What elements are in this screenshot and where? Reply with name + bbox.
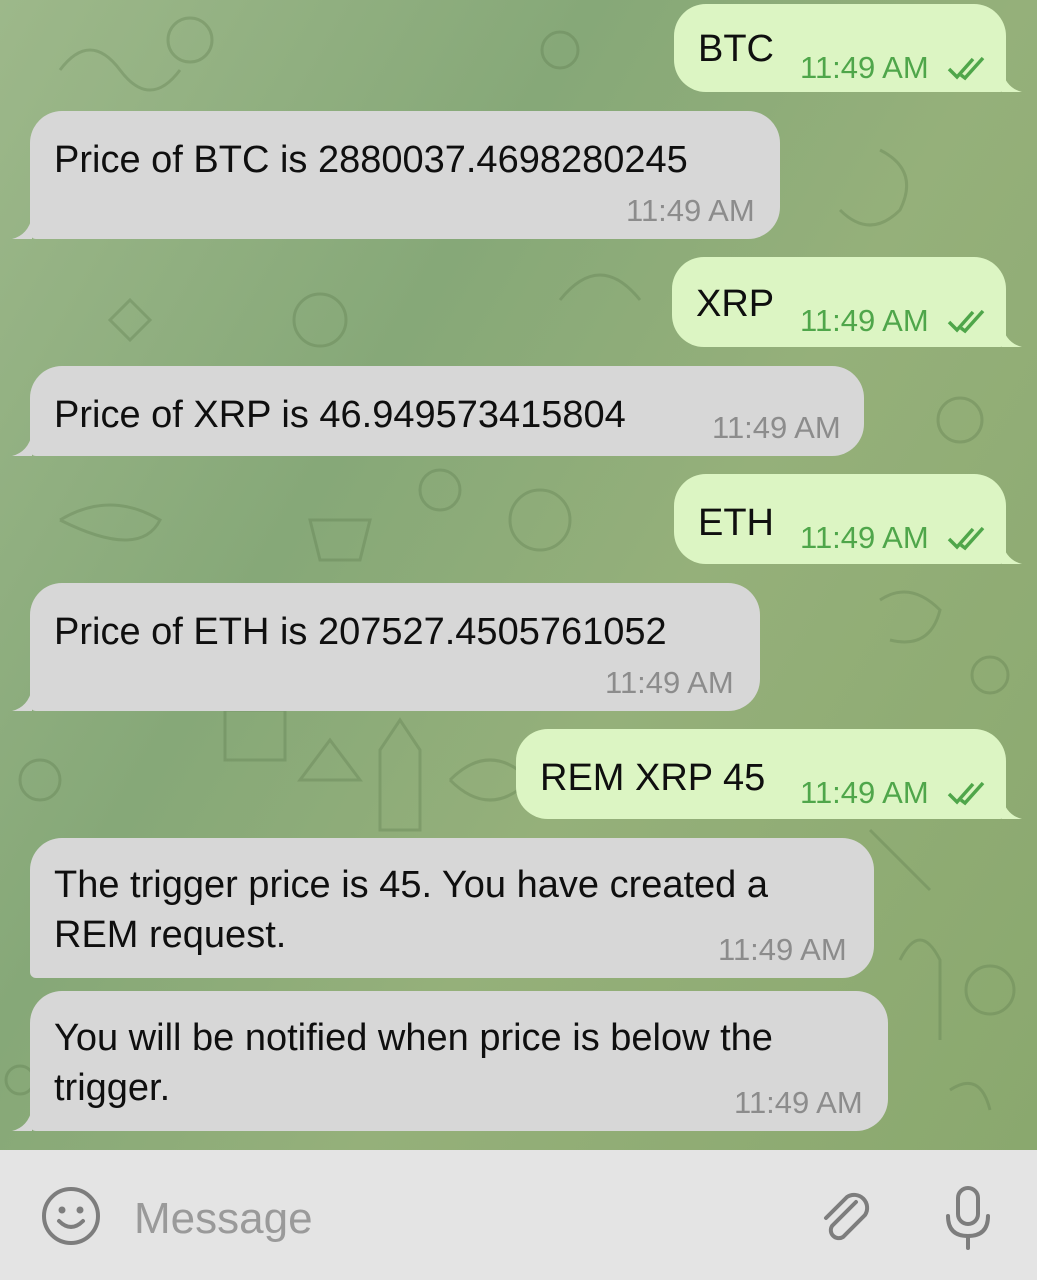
chat-background: BTC 11:49 AM Price of BTC is 2880037.469… bbox=[0, 0, 1037, 1150]
message-text: XRP bbox=[696, 283, 775, 325]
message-text: Price of XRP is 46.949573415804 bbox=[54, 394, 626, 436]
paperclip-icon[interactable] bbox=[816, 1188, 876, 1248]
message-time: 11:49 AM bbox=[626, 193, 755, 228]
message-time: 11:49 AM bbox=[800, 775, 929, 810]
bubble-tail bbox=[1002, 797, 1022, 819]
double-check-icon bbox=[947, 56, 985, 81]
message-time: 11:49 AM bbox=[800, 303, 929, 338]
message-input[interactable]: Message bbox=[134, 1194, 313, 1243]
bubble-tail bbox=[12, 217, 32, 239]
bubble-tail bbox=[1002, 325, 1022, 347]
message-bubble-outgoing[interactable]: BTC 11:49 AM bbox=[674, 4, 1006, 92]
bubble-tail bbox=[1002, 542, 1022, 564]
double-check-icon bbox=[947, 309, 985, 334]
smiley-icon[interactable] bbox=[40, 1185, 102, 1247]
message-bubble-incoming[interactable]: Price of BTC is 2880037.4698280245 11:49… bbox=[30, 111, 780, 239]
message-bubble-incoming[interactable]: Price of ETH is 207527.4505761052 11:49 … bbox=[30, 583, 760, 711]
message-time: 11:49 AM bbox=[605, 665, 734, 700]
double-check-icon bbox=[947, 526, 985, 551]
message-input-bar bbox=[0, 1150, 1037, 1280]
message-text: BTC bbox=[698, 28, 774, 70]
message-bubble-outgoing[interactable]: REM XRP 45 11:49 AM bbox=[516, 729, 1006, 819]
message-time: 11:49 AM bbox=[718, 932, 847, 967]
doodle-pattern bbox=[4, 16, 1016, 1111]
message-time: 11:49 AM bbox=[800, 520, 929, 555]
message-bubble-incoming[interactable]: The trigger price is 45. You have create… bbox=[30, 838, 874, 978]
message-text: The trigger price is 45. You have create… bbox=[54, 864, 769, 956]
bubble-tail bbox=[1002, 70, 1022, 92]
bubble-tail bbox=[12, 689, 32, 711]
microphone-icon[interactable] bbox=[940, 1184, 996, 1252]
message-bubble-outgoing[interactable]: XRP 11:49 AM bbox=[672, 257, 1006, 347]
double-check-icon bbox=[947, 781, 985, 806]
message-time: 11:49 AM bbox=[734, 1085, 863, 1120]
message-time: 11:49 AM bbox=[800, 50, 929, 85]
message-bubble-outgoing[interactable]: ETH 11:49 AM bbox=[674, 474, 1006, 564]
message-text: You will be notified when price is below… bbox=[54, 1017, 773, 1109]
message-bubble-incoming[interactable]: Price of XRP is 46.949573415804 11:49 AM bbox=[30, 366, 864, 456]
message-text: REM XRP 45 bbox=[540, 757, 766, 799]
message-time: 11:49 AM bbox=[712, 410, 841, 445]
message-bubble-incoming[interactable]: You will be notified when price is below… bbox=[30, 991, 888, 1131]
message-text: ETH bbox=[698, 502, 774, 544]
bubble-tail bbox=[12, 434, 32, 456]
bubble-tail bbox=[12, 1109, 32, 1131]
message-text: Price of ETH is 207527.4505761052 bbox=[54, 611, 667, 653]
message-text: Price of BTC is 2880037.4698280245 bbox=[54, 139, 688, 181]
